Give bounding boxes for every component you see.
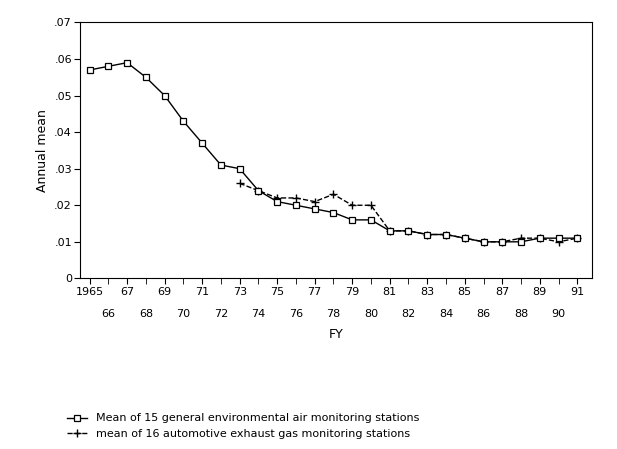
mean of 16 automotive exhaust gas monitoring stations [273,195,281,201]
Mean of 15 general environmental air monitoring stations [329,210,337,215]
Text: 74: 74 [251,309,265,319]
Mean of 15 general environmental air monitoring stations [536,235,544,241]
Text: 86: 86 [476,309,491,319]
mean of 16 automotive exhaust gas monitoring stations [574,235,581,241]
mean of 16 automotive exhaust gas monitoring stations [517,235,524,241]
Text: 84: 84 [439,309,453,319]
Mean of 15 general environmental air monitoring stations [499,239,506,245]
Line: mean of 16 automotive exhaust gas monitoring stations: mean of 16 automotive exhaust gas monito… [236,179,581,246]
Mean of 15 general environmental air monitoring stations [442,232,450,237]
Text: 70: 70 [176,309,191,319]
Line: Mean of 15 general environmental air monitoring stations: Mean of 15 general environmental air mon… [86,60,581,245]
Mean of 15 general environmental air monitoring stations [86,67,93,73]
Mean of 15 general environmental air monitoring stations [555,235,562,241]
Text: 80: 80 [364,309,378,319]
mean of 16 automotive exhaust gas monitoring stations [405,228,412,233]
Mean of 15 general environmental air monitoring stations [217,163,225,168]
mean of 16 automotive exhaust gas monitoring stations [442,232,450,237]
Legend: Mean of 15 general environmental air monitoring stations, mean of 16 automotive : Mean of 15 general environmental air mon… [67,414,420,439]
mean of 16 automotive exhaust gas monitoring stations [555,239,562,245]
Mean of 15 general environmental air monitoring stations [105,64,112,69]
Mean of 15 general environmental air monitoring stations [123,60,131,66]
Mean of 15 general environmental air monitoring stations [142,75,149,80]
Mean of 15 general environmental air monitoring stations [236,166,243,172]
mean of 16 automotive exhaust gas monitoring stations [311,199,318,204]
Mean of 15 general environmental air monitoring stations [311,206,318,211]
mean of 16 automotive exhaust gas monitoring stations [236,180,243,186]
Text: 76: 76 [289,309,303,319]
Mean of 15 general environmental air monitoring stations [480,239,487,245]
Mean of 15 general environmental air monitoring stations [405,228,412,233]
mean of 16 automotive exhaust gas monitoring stations [329,192,337,197]
mean of 16 automotive exhaust gas monitoring stations [480,239,487,245]
mean of 16 automotive exhaust gas monitoring stations [499,239,506,245]
Mean of 15 general environmental air monitoring stations [273,199,281,204]
Mean of 15 general environmental air monitoring stations [199,141,206,146]
mean of 16 automotive exhaust gas monitoring stations [536,235,544,241]
Text: 88: 88 [514,309,528,319]
mean of 16 automotive exhaust gas monitoring stations [292,195,300,201]
Mean of 15 general environmental air monitoring stations [574,235,581,241]
Mean of 15 general environmental air monitoring stations [367,217,375,223]
mean of 16 automotive exhaust gas monitoring stations [255,188,262,194]
mean of 16 automotive exhaust gas monitoring stations [367,202,375,208]
Mean of 15 general environmental air monitoring stations [461,235,468,241]
Mean of 15 general environmental air monitoring stations [161,93,168,98]
mean of 16 automotive exhaust gas monitoring stations [386,228,394,233]
Mean of 15 general environmental air monitoring stations [180,119,187,124]
Text: 90: 90 [552,309,566,319]
Text: 66: 66 [101,309,115,319]
Text: 82: 82 [402,309,416,319]
Mean of 15 general environmental air monitoring stations [255,188,262,194]
Mean of 15 general environmental air monitoring stations [349,217,356,223]
mean of 16 automotive exhaust gas monitoring stations [349,202,356,208]
Y-axis label: Annual mean: Annual mean [36,109,49,192]
Text: 72: 72 [213,309,228,319]
Mean of 15 general environmental air monitoring stations [423,232,431,237]
Text: 78: 78 [326,309,341,319]
Mean of 15 general environmental air monitoring stations [517,239,524,245]
Text: 68: 68 [139,309,153,319]
mean of 16 automotive exhaust gas monitoring stations [461,235,468,241]
Mean of 15 general environmental air monitoring stations [292,202,300,208]
Mean of 15 general environmental air monitoring stations [386,228,394,233]
Text: FY: FY [329,328,344,341]
mean of 16 automotive exhaust gas monitoring stations [423,232,431,237]
